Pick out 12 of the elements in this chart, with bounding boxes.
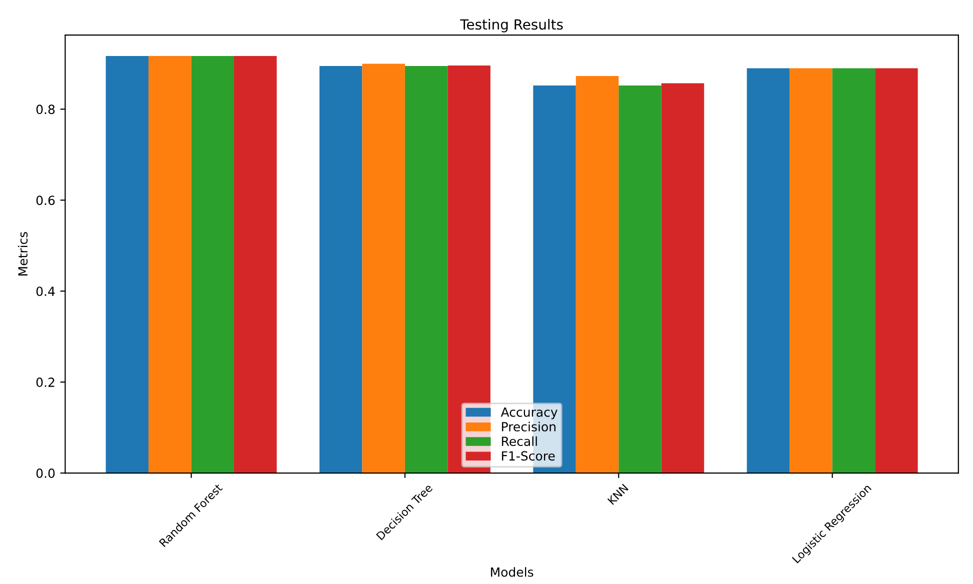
legend-label: Accuracy [500, 408, 558, 420]
x-axis-title: Models [491, 567, 534, 577]
y-tick-label: 0.2 [36, 378, 54, 387]
chart-title: Testing Results [460, 18, 563, 32]
y-tick-label: 0.6 [36, 196, 55, 206]
legend-label: Recall [502, 436, 537, 446]
y-tick-label: 0.0 [36, 468, 55, 478]
y-tick-label: 0.8 [36, 104, 55, 114]
y-tick-label: 0.4 [36, 286, 55, 296]
legend-label: Precision [502, 422, 556, 432]
legend-label: F1-Score [502, 451, 555, 461]
y-axis-title: Metrics [18, 232, 28, 276]
